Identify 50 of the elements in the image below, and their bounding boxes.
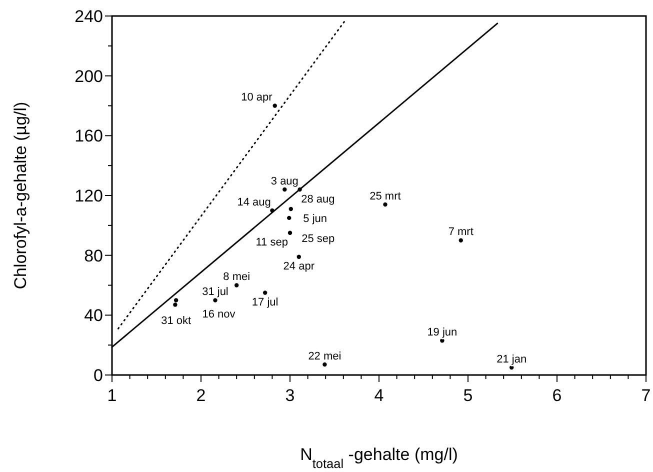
annotation: 21 jan — [496, 353, 527, 366]
annotation: 7 mrt — [448, 226, 474, 238]
annotation: 25 mrt — [370, 190, 401, 202]
point — [174, 298, 178, 302]
annotation: 19 jun — [427, 326, 458, 338]
annotation: 3 aug — [270, 175, 298, 188]
y-axis-title: Chlorofyl-a-gehalte (µg/l) — [11, 102, 30, 290]
point — [272, 104, 277, 108]
annotation: 5 jun — [303, 212, 328, 225]
point — [287, 216, 292, 220]
annotation: 31 okt — [161, 315, 192, 328]
annotation: 11 sep — [256, 236, 288, 249]
y-tick-label: 120 — [74, 186, 103, 206]
point — [173, 302, 178, 307]
point — [262, 290, 268, 295]
x-tick-label: 3 — [285, 386, 295, 405]
point — [288, 206, 293, 212]
annotation: 22 mei — [308, 350, 342, 362]
point — [458, 238, 463, 242]
annotation: 28 aug — [301, 193, 335, 206]
x-tick-label: 5 — [463, 386, 473, 405]
annotation: 10 apr — [241, 92, 273, 104]
y-tick-label: 160 — [74, 126, 103, 146]
point — [213, 298, 218, 302]
annotation: 31 jul — [202, 286, 228, 298]
point — [298, 187, 302, 192]
x-tick-label: 7 — [641, 386, 651, 405]
y-tick-label: 240 — [74, 6, 103, 26]
x-tick-label: 6 — [552, 386, 562, 405]
point — [234, 283, 239, 288]
y-tick-label: 40 — [84, 306, 103, 326]
y-tick-label: 200 — [74, 66, 103, 86]
x-tick-label: 4 — [374, 386, 384, 405]
x-tick-label: 2 — [196, 386, 206, 405]
annotation: 24 apr — [283, 260, 315, 273]
x-axis-title: N$_{totaal}$ -gehalte (mg/l) — [300, 445, 458, 470]
annotation: 8 mei — [223, 271, 250, 284]
point — [270, 208, 274, 213]
annotation: 25 sep — [302, 232, 335, 245]
annotation: 17 jul — [252, 296, 278, 309]
y-tick-label: 0 — [94, 366, 103, 385]
point — [322, 362, 327, 367]
point — [296, 254, 302, 259]
point — [288, 230, 292, 236]
y-tick-label: 80 — [84, 246, 103, 266]
x-tick-label: 1 — [107, 386, 117, 405]
point — [383, 202, 388, 207]
annotation: 16 nov — [202, 308, 236, 321]
point — [282, 187, 287, 192]
annotation: 14 aug — [237, 196, 271, 208]
